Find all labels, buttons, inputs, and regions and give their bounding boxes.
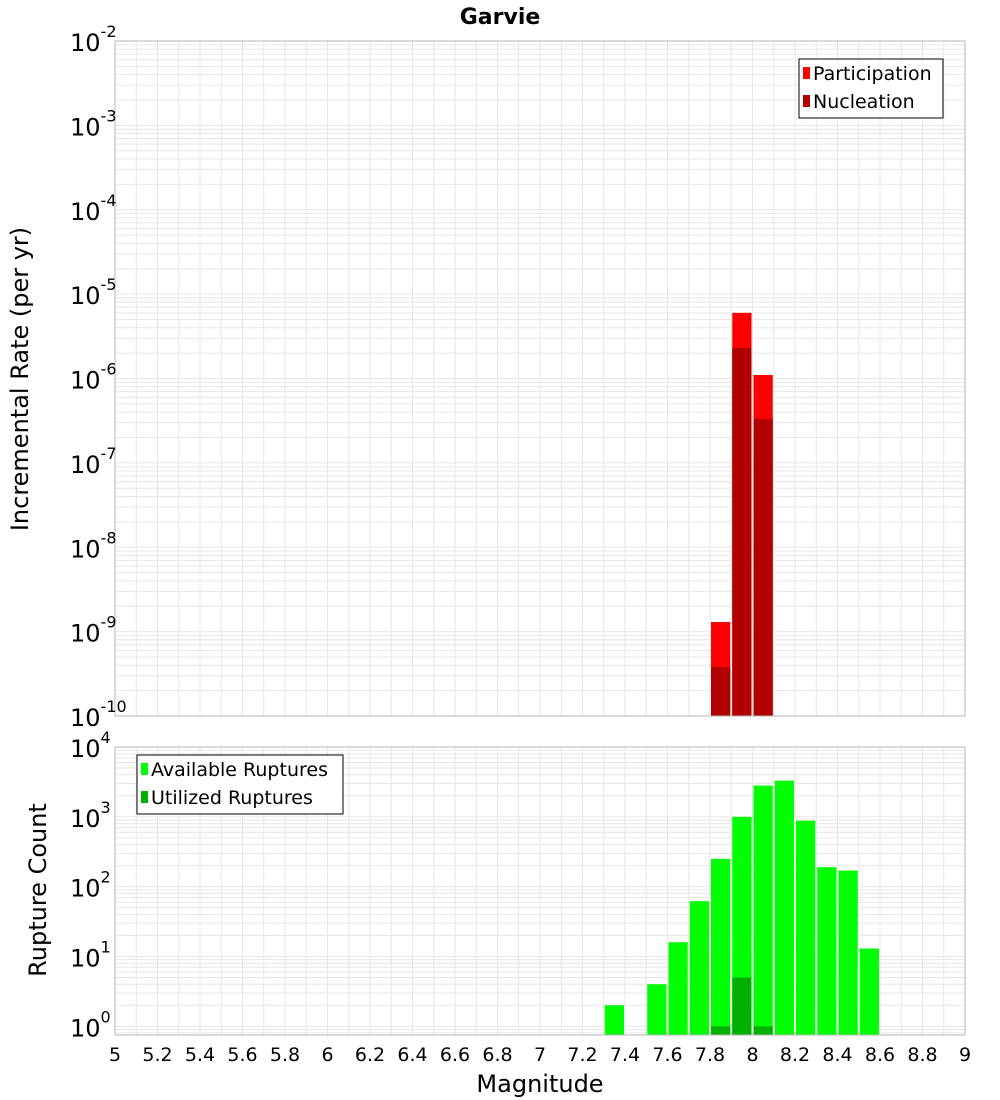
y-tick-label: 10-5 <box>70 275 117 310</box>
y-tick-label: 100 <box>70 1007 111 1042</box>
top-series-nucleation <box>711 347 773 716</box>
y-tick-label: 10-3 <box>70 106 117 141</box>
top-plot-frame <box>114 40 966 717</box>
chart-title: Garvie <box>460 5 541 30</box>
bar <box>647 984 667 1035</box>
bar <box>753 785 773 1035</box>
y-tick-label: 101 <box>70 937 111 972</box>
bar <box>689 901 709 1035</box>
bar <box>774 780 794 1035</box>
x-axis-label: Magnitude <box>476 1070 603 1098</box>
x-tick-label: 5 <box>109 1044 121 1066</box>
bar <box>732 347 752 716</box>
y-tick-label: 10-6 <box>70 360 117 395</box>
x-tick-label: 7.8 <box>695 1044 725 1066</box>
x-tick-label: 8.8 <box>907 1044 937 1066</box>
legend-label: Utilized Ruptures <box>151 787 313 809</box>
x-tick-label: 6.4 <box>397 1044 427 1066</box>
x-tick-label: 8.2 <box>780 1044 810 1066</box>
bottom-plot-frame <box>114 746 966 1036</box>
bottom-legend: Available Ruptures Utilized Ruptures <box>136 754 344 815</box>
bar <box>859 948 879 1035</box>
bar <box>604 1005 624 1035</box>
y-tick-label: 102 <box>70 868 111 903</box>
x-tick-label: 5.4 <box>185 1044 215 1066</box>
bar <box>796 820 816 1035</box>
bottom-legend-box <box>136 754 344 815</box>
bar <box>753 1026 773 1035</box>
y-tick-label: 10-8 <box>70 528 117 563</box>
bottom-series-available-ruptures <box>604 780 879 1035</box>
legend-swatch <box>141 763 148 775</box>
x-tick-label: 5.8 <box>270 1044 300 1066</box>
x-tick-label: 6.2 <box>355 1044 385 1066</box>
y-tick-label: 10-2 <box>70 22 117 57</box>
bar <box>711 1026 731 1035</box>
bar <box>817 867 837 1035</box>
bar <box>668 942 688 1035</box>
y-tick-label: 103 <box>70 798 111 833</box>
x-tick-label: 7.6 <box>652 1044 682 1066</box>
x-tick-label: 6.6 <box>440 1044 470 1066</box>
x-tick-label: 5.2 <box>142 1044 172 1066</box>
x-tick-label: 6 <box>321 1044 333 1066</box>
x-tick-label: 6.8 <box>482 1044 512 1066</box>
x-tick-label: 8.4 <box>822 1044 852 1066</box>
y-tick-label: 10-7 <box>70 444 117 479</box>
top-legend: Participation Nucleation <box>798 58 944 119</box>
bottom-y-axis-label: Rupture Count <box>24 803 52 977</box>
x-tick-label: 7 <box>534 1044 546 1066</box>
bottom-plot-area: 100 101 102 103 104 5 5.2 5.4 5.6 5.8 6 6.2 6.4 6.6 6.… <box>70 728 971 1066</box>
bar <box>753 419 773 716</box>
x-tick-label: 5.6 <box>227 1044 257 1066</box>
bar <box>838 870 858 1035</box>
legend-label: Nucleation <box>813 91 915 113</box>
top-gridlines <box>114 40 966 717</box>
bottom-series-utilized-ruptures <box>711 977 773 1035</box>
y-tick-label: 10-9 <box>70 613 117 648</box>
legend-label: Available Ruptures <box>151 759 328 781</box>
x-tick-label: 9 <box>959 1044 971 1066</box>
x-tick-label: 8 <box>746 1044 758 1066</box>
bar <box>711 667 731 716</box>
top-legend-box <box>798 58 944 119</box>
bar <box>732 977 752 1035</box>
legend-swatch <box>803 67 810 79</box>
y-tick-label: 104 <box>70 728 111 763</box>
legend-swatch <box>141 791 148 803</box>
x-tick-label: 8.6 <box>865 1044 895 1066</box>
legend-swatch <box>803 95 810 107</box>
top-plot-area: 10-10 10-9 10-8 10-7 10-6 10-5 10-4 10-3 10-2 Par… <box>70 22 966 732</box>
x-tick-label: 7.2 <box>567 1044 597 1066</box>
y-tick-label: 10-10 <box>70 697 127 732</box>
legend-label: Participation <box>813 63 932 85</box>
x-tick-label: 7.4 <box>610 1044 640 1066</box>
top-y-axis-label: Incremental Rate (per yr) <box>6 227 34 531</box>
bar <box>711 858 731 1035</box>
y-tick-label: 10-4 <box>70 191 117 226</box>
